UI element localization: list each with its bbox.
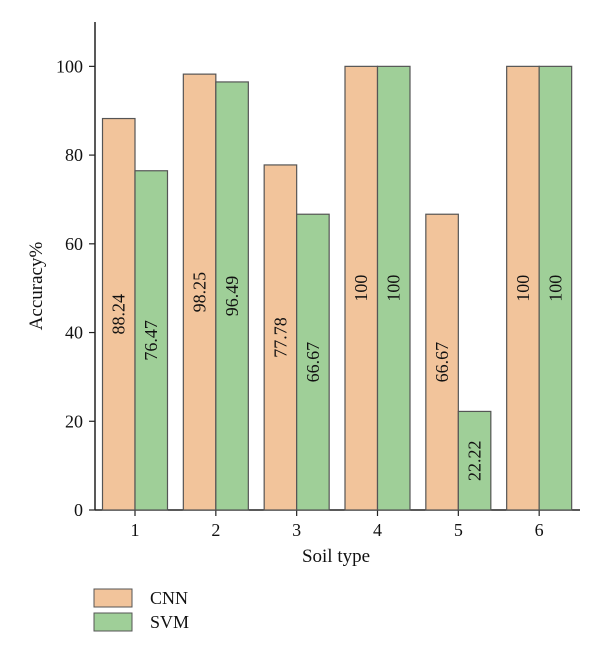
x-tick-label: 6: [535, 520, 544, 540]
data-label-svm-5: 22.22: [465, 440, 485, 481]
bar-svm-3: [296, 213, 330, 511]
bar-cnn-2: [182, 73, 217, 511]
x-tick-label: 3: [292, 520, 301, 540]
bar-cnn-5: [425, 213, 459, 511]
tick-labels: 0 20 40 60 80 100 1 2 3 4 5 6: [56, 56, 544, 540]
legend-label-cnn: CNN: [150, 588, 188, 608]
x-tick-label: 2: [211, 520, 220, 540]
axes: [89, 22, 580, 516]
legend: CNN SVM: [93, 588, 189, 632]
data-label-svm-6: 100: [545, 275, 565, 302]
y-tick-label: 40: [65, 323, 83, 343]
y-tick-label: 100: [56, 56, 83, 76]
y-tick-label: 0: [74, 500, 83, 520]
y-tick-label: 80: [65, 145, 83, 165]
data-label-cnn-2: 98.25: [190, 272, 210, 313]
data-label-cnn-4: 100: [351, 275, 371, 302]
bar-svm-6: [538, 65, 573, 511]
data-label-cnn-1: 88.24: [109, 294, 129, 335]
x-axis-label: Soil type: [302, 546, 370, 567]
bar-svm-1: [134, 170, 169, 511]
bar-svm-4: [376, 65, 411, 511]
data-label-cnn-5: 66.67: [432, 342, 452, 383]
y-axis-label: Accuracy%: [26, 242, 47, 331]
bar-svm-2: [215, 81, 249, 511]
x-tick-label: 4: [373, 520, 382, 540]
data-labels: 88.24 76.47 98.25 96.49 77.78 66.67 100 100 66.6…: [109, 272, 566, 481]
data-label-cnn-3: 77.78: [270, 317, 290, 358]
data-label-svm-1: 76.47: [141, 320, 161, 361]
bar-svm-5: [457, 410, 492, 511]
bar-cnn-4: [344, 65, 379, 511]
x-tick-label: 5: [454, 520, 463, 540]
data-label-svm-4: 100: [384, 275, 404, 302]
legend-label-svm: SVM: [150, 612, 189, 632]
bar-cnn-6: [506, 65, 540, 511]
y-tick-label: 60: [65, 234, 83, 254]
data-label-svm-2: 96.49: [222, 276, 242, 317]
bars: [101, 65, 573, 511]
data-label-svm-3: 66.67: [303, 342, 323, 383]
x-tick-label: 1: [131, 520, 140, 540]
legend-swatch-svm: [93, 612, 133, 632]
legend-swatch-cnn: [93, 588, 133, 608]
y-tick-label: 20: [65, 411, 83, 431]
data-label-cnn-6: 100: [513, 275, 533, 302]
